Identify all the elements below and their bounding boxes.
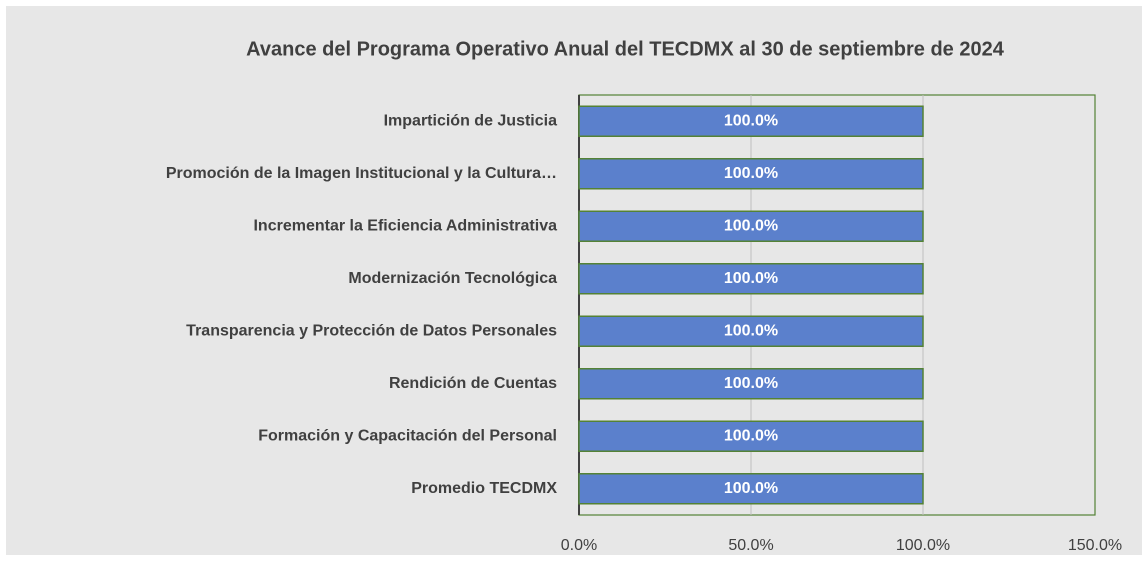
- bar: [578, 263, 924, 295]
- data-label: 100.0%: [724, 427, 778, 444]
- bar: [578, 420, 924, 452]
- data-label: 100.0%: [724, 480, 778, 497]
- y-tick-label: Impartición de Justicia: [384, 112, 557, 129]
- y-tick-label: Promedio TECDMX: [411, 480, 557, 497]
- y-tick-label: Promoción de la Imagen Institucional y l…: [166, 165, 557, 182]
- data-label: 100.0%: [724, 165, 778, 182]
- bar: [578, 315, 924, 347]
- chart-background: [6, 6, 1142, 555]
- chart-title: Avance del Programa Operativo Anual del …: [246, 38, 1005, 60]
- y-tick-label: Incrementar la Eficiencia Administrativa: [253, 217, 557, 234]
- data-label: 100.0%: [724, 217, 778, 234]
- x-tick-label: 50.0%: [728, 537, 773, 554]
- x-tick-label: 0.0%: [561, 537, 597, 554]
- data-label: 100.0%: [724, 270, 778, 287]
- data-label: 100.0%: [724, 375, 778, 392]
- y-tick-label: Transparencia y Protección de Datos Pers…: [186, 322, 557, 339]
- bar: [578, 158, 924, 190]
- y-tick-label: Formación y Capacitación del Personal: [258, 427, 557, 444]
- bar: [578, 473, 924, 505]
- data-label: 100.0%: [724, 322, 778, 339]
- bar: [578, 210, 924, 242]
- data-label: 100.0%: [724, 112, 778, 129]
- x-tick-label: 100.0%: [896, 537, 950, 554]
- y-tick-label: Modernización Tecnológica: [348, 270, 557, 287]
- bar: [578, 105, 924, 137]
- x-tick-label: 150.0%: [1068, 537, 1122, 554]
- y-tick-label: Rendición de Cuentas: [389, 375, 557, 392]
- bar: [578, 368, 924, 400]
